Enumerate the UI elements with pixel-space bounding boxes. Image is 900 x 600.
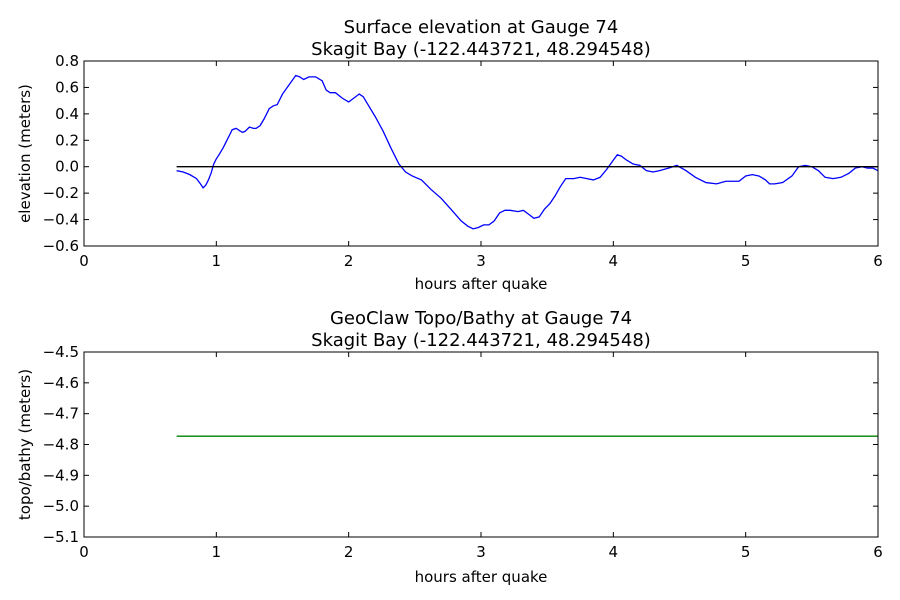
plot-frame xyxy=(83,60,879,247)
x-tick-label: 2 xyxy=(344,543,354,561)
x-tick-label: 4 xyxy=(609,252,619,270)
y-tick-label: 0.4 xyxy=(55,105,79,123)
x-axis-label: hours after quake xyxy=(415,275,548,293)
plot-title: Surface elevation at Gauge 74 xyxy=(344,17,619,38)
plot-title: GeoClaw Topo/Bathy at Gauge 74 xyxy=(330,308,632,329)
y-tick-label: −4.9 xyxy=(43,466,79,484)
y-tick-label: 0.0 xyxy=(55,158,79,176)
series-line-0 xyxy=(176,74,879,230)
x-tick-label: 1 xyxy=(212,252,222,270)
topo-bathy-plot: GeoClaw Topo/Bathy at Gauge 74 Skagit Ba… xyxy=(16,308,883,586)
y-tick-label: −4.5 xyxy=(43,343,79,361)
y-tick-label: −4.8 xyxy=(43,436,79,454)
x-tick-label: 2 xyxy=(344,252,354,270)
y-axis-label: elevation (meters) xyxy=(16,84,34,223)
y-axis-label: topo/bathy (meters) xyxy=(16,369,34,520)
y-tick-label: −5.1 xyxy=(43,528,79,546)
y-tick-label: 0.8 xyxy=(55,52,79,70)
y-tick-label: 0.2 xyxy=(55,131,79,149)
x-tick-label: 3 xyxy=(476,543,486,561)
x-tick-label: 0 xyxy=(79,543,89,561)
plot-subtitle: Skagit Bay (-122.443721, 48.294548) xyxy=(311,39,651,60)
x-tick-label: 5 xyxy=(741,252,751,270)
x-tick-label: 0 xyxy=(79,252,89,270)
elevation-plot: Surface elevation at Gauge 74 Skagit Bay… xyxy=(16,17,883,293)
x-tick-label: 4 xyxy=(609,543,619,561)
plot-frame xyxy=(83,351,879,538)
y-tick-label: −5.0 xyxy=(43,497,79,515)
y-tick-label: −4.7 xyxy=(43,405,79,423)
x-axis-label: hours after quake xyxy=(415,568,548,586)
x-tick-label: 6 xyxy=(873,543,883,561)
x-tick-label: 3 xyxy=(476,252,486,270)
x-tick-label: 6 xyxy=(873,252,883,270)
y-tick-label: 0.6 xyxy=(55,78,79,96)
y-tick-label: −0.4 xyxy=(43,211,79,229)
y-tick-label: −0.2 xyxy=(43,184,79,202)
x-tick-label: 5 xyxy=(741,543,751,561)
y-tick-label: −0.6 xyxy=(43,237,79,255)
x-tick-label: 1 xyxy=(212,543,222,561)
plot-subtitle: Skagit Bay (-122.443721, 48.294548) xyxy=(311,330,651,351)
y-tick-label: −4.6 xyxy=(43,374,79,392)
